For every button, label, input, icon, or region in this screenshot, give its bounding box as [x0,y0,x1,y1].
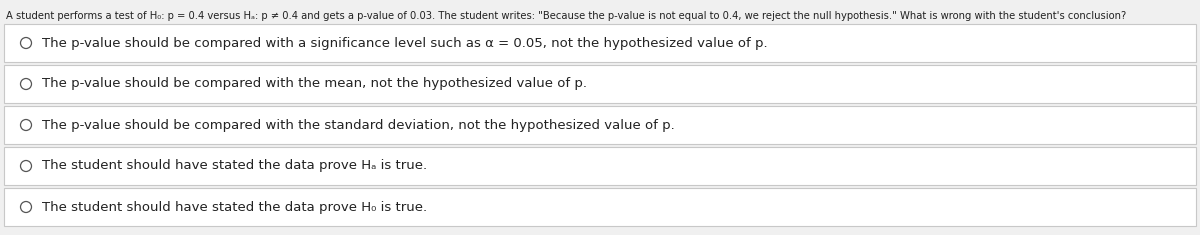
Bar [4,24,1196,62]
Text: The p-value should be compared with the mean, not the hypothesized value of p.: The p-value should be compared with the … [42,78,587,90]
Bar [4,106,1196,144]
Bar [4,147,1196,185]
Text: The student should have stated the data prove Hₐ is true.: The student should have stated the data … [42,160,427,172]
Bar [4,188,1196,226]
Ellipse shape [20,120,31,130]
Text: The p-value should be compared with the standard deviation, not the hypothesized: The p-value should be compared with the … [42,118,674,132]
Text: The p-value should be compared with a significance level such as α = 0.05, not t: The p-value should be compared with a si… [42,36,768,50]
Ellipse shape [20,201,31,212]
Ellipse shape [20,161,31,172]
Ellipse shape [20,78,31,90]
Ellipse shape [20,38,31,48]
Text: A student performs a test of H₀: p = 0.4 versus Hₐ: p ≠ 0.4 and gets a p-value o: A student performs a test of H₀: p = 0.4… [6,11,1127,21]
Bar [4,65,1196,103]
Text: The student should have stated the data prove H₀ is true.: The student should have stated the data … [42,200,427,214]
